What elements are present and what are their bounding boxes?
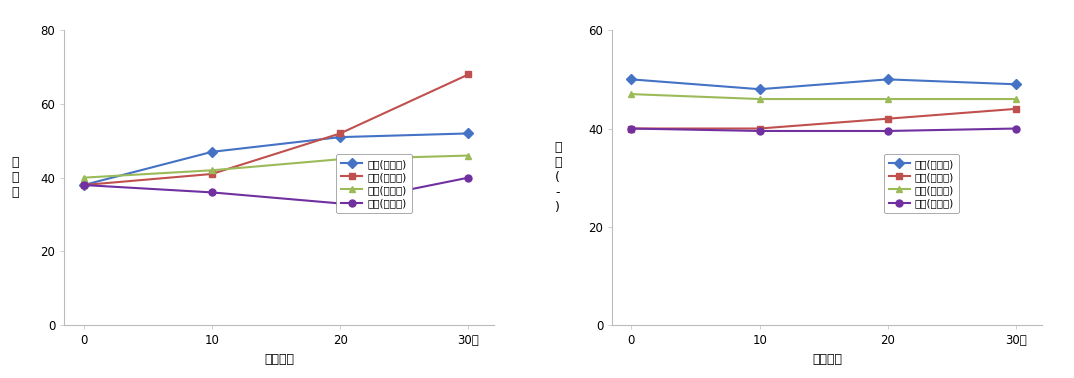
상온(거창읍) — [334, 135, 347, 139]
저온(거창읍) — [462, 153, 475, 158]
저온(고제면) — [462, 175, 475, 180]
저온(거창읍) — [205, 168, 218, 172]
상온(고제면) — [77, 183, 90, 187]
저온(거창읍) — [1010, 97, 1022, 101]
저온(거창읍) — [753, 97, 766, 101]
상온(거창읍) — [625, 77, 638, 82]
상온(고제면) — [334, 131, 347, 136]
저온(거창읍) — [625, 92, 638, 96]
상온(고제면) — [882, 116, 895, 121]
저온(거창읍) — [882, 97, 895, 101]
상온(거창읍) — [882, 77, 895, 82]
상온(거창읍) — [205, 150, 218, 154]
저온(거창읍) — [77, 175, 90, 180]
Line: 상온(거창읍): 상온(거창읍) — [81, 130, 471, 189]
Line: 상온(거창읍): 상온(거창읍) — [628, 76, 1019, 93]
저온(고제면) — [753, 129, 766, 133]
상온(거창읍) — [77, 183, 90, 187]
Y-axis label: 당
산
비: 당 산 비 — [12, 156, 19, 199]
Line: 저온(고제면): 저온(고제면) — [628, 125, 1019, 135]
Y-axis label: 색
도
(
-
): 색 도 ( - ) — [554, 141, 562, 214]
저온(고제면) — [1010, 126, 1022, 131]
상온(고제면) — [753, 126, 766, 131]
Line: 저온(거창읍): 저온(거창읍) — [81, 152, 471, 181]
상온(고제면) — [625, 126, 638, 131]
저온(고제면) — [625, 126, 638, 131]
Legend: 상온(거창읍), 상온(고제면), 저온(거창읍), 저온(고제면): 상온(거창읍), 상온(고제면), 저온(거창읍), 저온(고제면) — [336, 154, 411, 214]
Legend: 상온(거창읍), 상온(고제면), 저온(거창읍), 저온(고제면): 상온(거창읍), 상온(고제면), 저온(거창읍), 저온(고제면) — [884, 154, 959, 214]
저온(고제면) — [77, 183, 90, 187]
Line: 상온(고제면): 상온(고제면) — [628, 105, 1019, 132]
Line: 저온(고제면): 저온(고제면) — [81, 174, 471, 207]
상온(거창읍) — [753, 87, 766, 91]
Line: 저온(거창읍): 저온(거창읍) — [628, 91, 1019, 102]
상온(거창읍) — [1010, 82, 1022, 87]
상온(거창읍) — [462, 131, 475, 136]
X-axis label: 저장기간: 저장기간 — [812, 353, 842, 366]
X-axis label: 저장기간: 저장기간 — [264, 353, 294, 366]
저온(거창읍) — [334, 157, 347, 161]
상온(고제면) — [462, 72, 475, 77]
상온(고제면) — [1010, 107, 1022, 111]
상온(고제면) — [205, 172, 218, 176]
Line: 상온(고제면): 상온(고제면) — [81, 71, 471, 189]
저온(고제면) — [882, 129, 895, 133]
저온(고제면) — [334, 201, 347, 206]
저온(고제면) — [205, 190, 218, 195]
